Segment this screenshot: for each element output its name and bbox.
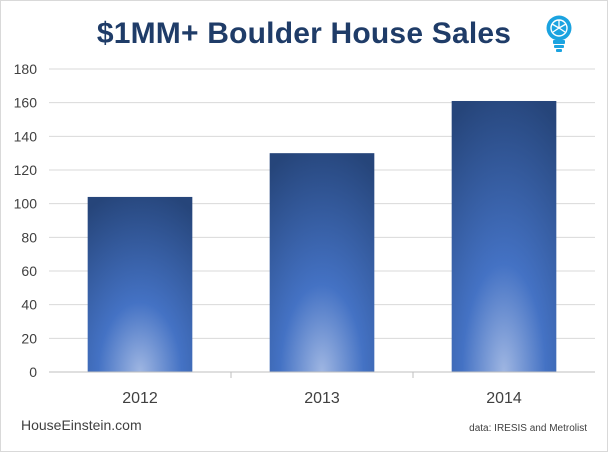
y-tick-label: 40	[21, 297, 37, 313]
axes: 0 20 40 60 80 100 120 140 160 180 2012 2013 2014	[14, 61, 595, 407]
y-tick-label: 160	[14, 95, 38, 111]
lightbulb-icon	[546, 15, 572, 52]
chart-title: $1MM+ Boulder House Sales	[96, 17, 512, 50]
site-label: HouseEinstein.com	[21, 417, 142, 433]
bar-2012	[87, 196, 193, 372]
y-tick-label: 20	[21, 330, 37, 346]
y-tick-label: 140	[14, 128, 38, 144]
source-label: data: IRESIS and Metrolist	[469, 423, 587, 434]
y-tick-label: 180	[14, 61, 38, 77]
y-tick-label: 100	[14, 196, 38, 212]
bars	[87, 100, 557, 372]
x-tick-label: 2013	[304, 390, 340, 407]
y-tick-label: 80	[21, 229, 37, 245]
y-tick-label: 60	[21, 263, 37, 279]
bar-2013	[269, 153, 375, 372]
x-tick-label: 2014	[486, 390, 522, 407]
bar-2014	[451, 100, 557, 372]
y-tick-label: 0	[29, 364, 37, 380]
y-tick-label: 120	[14, 162, 38, 178]
x-tick-label: 2012	[122, 390, 158, 407]
